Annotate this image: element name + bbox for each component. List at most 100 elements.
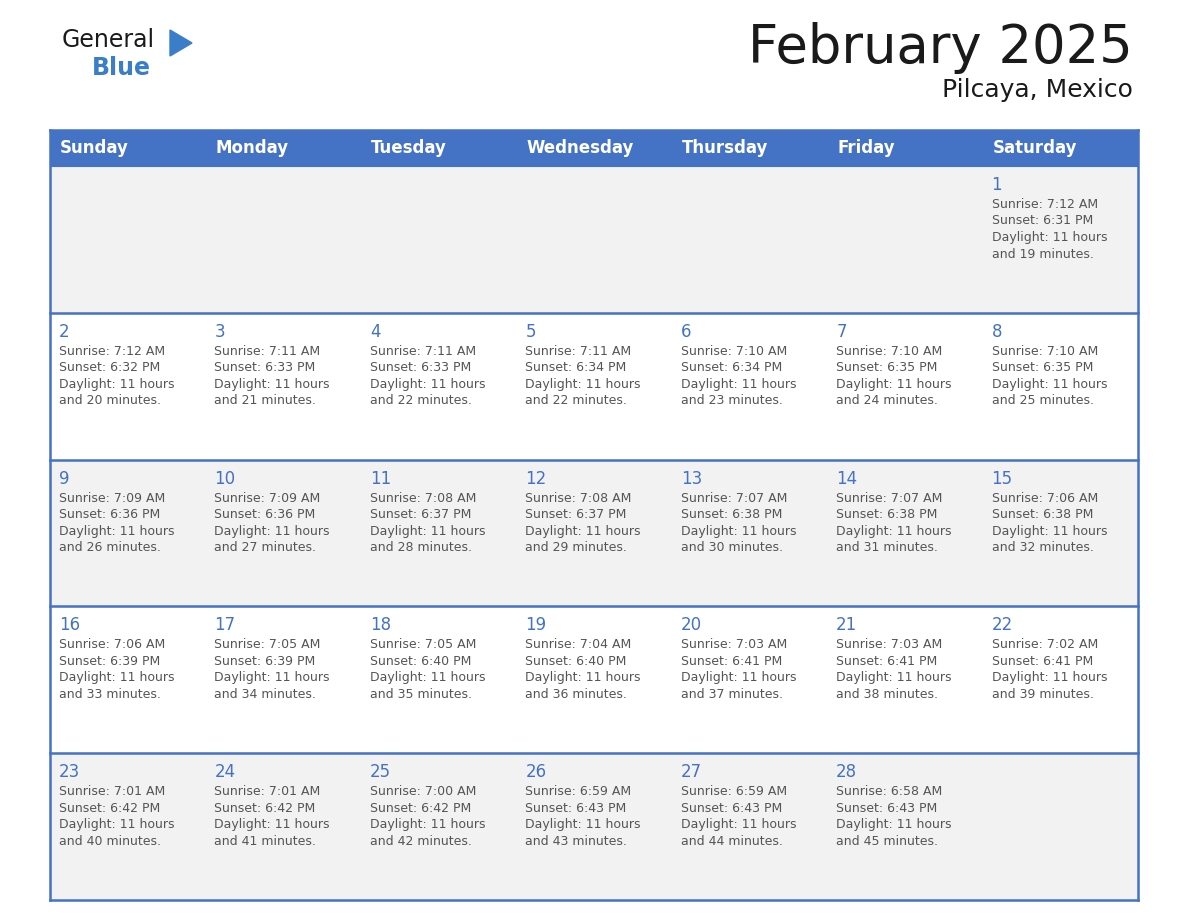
Text: Sunrise: 7:11 AM: Sunrise: 7:11 AM <box>214 345 321 358</box>
Text: Friday: Friday <box>838 139 895 157</box>
Text: Daylight: 11 hours: Daylight: 11 hours <box>214 818 330 831</box>
Text: and 22 minutes.: and 22 minutes. <box>525 395 627 408</box>
Text: Daylight: 11 hours: Daylight: 11 hours <box>992 671 1107 685</box>
Text: and 20 minutes.: and 20 minutes. <box>59 395 162 408</box>
Text: 6: 6 <box>681 323 691 341</box>
Text: and 45 minutes.: and 45 minutes. <box>836 834 939 847</box>
Text: and 23 minutes.: and 23 minutes. <box>681 395 783 408</box>
Text: 25: 25 <box>369 763 391 781</box>
Text: 19: 19 <box>525 616 546 634</box>
Text: and 24 minutes.: and 24 minutes. <box>836 395 939 408</box>
Text: Daylight: 11 hours: Daylight: 11 hours <box>836 524 952 538</box>
Text: 20: 20 <box>681 616 702 634</box>
Text: Sunset: 6:41 PM: Sunset: 6:41 PM <box>681 655 782 668</box>
Text: and 32 minutes.: and 32 minutes. <box>992 541 1093 554</box>
Text: 22: 22 <box>992 616 1013 634</box>
Text: Daylight: 11 hours: Daylight: 11 hours <box>525 671 640 685</box>
Text: Sunset: 6:42 PM: Sunset: 6:42 PM <box>59 801 160 814</box>
Text: 1: 1 <box>992 176 1003 194</box>
Text: Sunset: 6:34 PM: Sunset: 6:34 PM <box>681 362 782 375</box>
Text: Sunrise: 7:11 AM: Sunrise: 7:11 AM <box>369 345 476 358</box>
Text: Thursday: Thursday <box>682 139 769 157</box>
Text: Sunset: 6:36 PM: Sunset: 6:36 PM <box>214 508 316 521</box>
Text: and 29 minutes.: and 29 minutes. <box>525 541 627 554</box>
Text: 15: 15 <box>992 470 1012 487</box>
Text: 24: 24 <box>214 763 235 781</box>
Text: Sunrise: 7:00 AM: Sunrise: 7:00 AM <box>369 785 476 798</box>
Text: and 31 minutes.: and 31 minutes. <box>836 541 939 554</box>
Text: Sunrise: 7:02 AM: Sunrise: 7:02 AM <box>992 638 1098 652</box>
Text: Sunrise: 7:07 AM: Sunrise: 7:07 AM <box>681 492 788 505</box>
Text: February 2025: February 2025 <box>748 22 1133 74</box>
Text: Sunset: 6:32 PM: Sunset: 6:32 PM <box>59 362 160 375</box>
Text: 13: 13 <box>681 470 702 487</box>
Text: and 35 minutes.: and 35 minutes. <box>369 688 472 701</box>
Text: Sunrise: 7:12 AM: Sunrise: 7:12 AM <box>59 345 165 358</box>
Bar <box>50 166 1138 313</box>
Text: Daylight: 11 hours: Daylight: 11 hours <box>681 671 796 685</box>
Text: and 19 minutes.: and 19 minutes. <box>992 248 1093 261</box>
Text: Sunrise: 7:10 AM: Sunrise: 7:10 AM <box>681 345 786 358</box>
Text: 12: 12 <box>525 470 546 487</box>
Text: Daylight: 11 hours: Daylight: 11 hours <box>681 378 796 391</box>
Text: Sunset: 6:39 PM: Sunset: 6:39 PM <box>214 655 316 668</box>
Text: Daylight: 11 hours: Daylight: 11 hours <box>369 671 486 685</box>
Text: Sunset: 6:40 PM: Sunset: 6:40 PM <box>525 655 626 668</box>
Text: Sunrise: 6:59 AM: Sunrise: 6:59 AM <box>525 785 631 798</box>
Text: and 25 minutes.: and 25 minutes. <box>992 395 1094 408</box>
Text: Sunset: 6:34 PM: Sunset: 6:34 PM <box>525 362 626 375</box>
Text: Sunset: 6:43 PM: Sunset: 6:43 PM <box>525 801 626 814</box>
Text: Blue: Blue <box>91 56 151 80</box>
Text: Daylight: 11 hours: Daylight: 11 hours <box>681 524 796 538</box>
Text: and 22 minutes.: and 22 minutes. <box>369 395 472 408</box>
Text: Daylight: 11 hours: Daylight: 11 hours <box>525 378 640 391</box>
Text: Sunset: 6:36 PM: Sunset: 6:36 PM <box>59 508 160 521</box>
Text: 28: 28 <box>836 763 858 781</box>
Text: Sunset: 6:37 PM: Sunset: 6:37 PM <box>369 508 472 521</box>
Text: and 41 minutes.: and 41 minutes. <box>214 834 316 847</box>
Text: Sunrise: 6:58 AM: Sunrise: 6:58 AM <box>836 785 942 798</box>
Text: 17: 17 <box>214 616 235 634</box>
Text: and 30 minutes.: and 30 minutes. <box>681 541 783 554</box>
Text: Sunrise: 7:12 AM: Sunrise: 7:12 AM <box>992 198 1098 211</box>
Text: Sunrise: 7:07 AM: Sunrise: 7:07 AM <box>836 492 942 505</box>
Text: Sunday: Sunday <box>61 139 128 157</box>
Text: and 36 minutes.: and 36 minutes. <box>525 688 627 701</box>
Text: Daylight: 11 hours: Daylight: 11 hours <box>992 524 1107 538</box>
Text: Sunrise: 7:10 AM: Sunrise: 7:10 AM <box>836 345 942 358</box>
Text: 21: 21 <box>836 616 858 634</box>
Text: and 33 minutes.: and 33 minutes. <box>59 688 160 701</box>
Text: Monday: Monday <box>215 139 289 157</box>
Text: Pilcaya, Mexico: Pilcaya, Mexico <box>942 78 1133 102</box>
Bar <box>50 460 1138 607</box>
Text: and 34 minutes.: and 34 minutes. <box>214 688 316 701</box>
Bar <box>50 130 1138 166</box>
Text: Sunrise: 7:01 AM: Sunrise: 7:01 AM <box>59 785 165 798</box>
Text: Sunset: 6:33 PM: Sunset: 6:33 PM <box>214 362 316 375</box>
Text: Sunrise: 7:05 AM: Sunrise: 7:05 AM <box>214 638 321 652</box>
Text: Daylight: 11 hours: Daylight: 11 hours <box>59 671 175 685</box>
Text: Sunrise: 7:06 AM: Sunrise: 7:06 AM <box>992 492 1098 505</box>
Text: Sunset: 6:43 PM: Sunset: 6:43 PM <box>681 801 782 814</box>
Text: Sunset: 6:31 PM: Sunset: 6:31 PM <box>992 215 1093 228</box>
Text: Daylight: 11 hours: Daylight: 11 hours <box>836 671 952 685</box>
Text: Tuesday: Tuesday <box>371 139 447 157</box>
Text: Sunrise: 6:59 AM: Sunrise: 6:59 AM <box>681 785 786 798</box>
Text: Daylight: 11 hours: Daylight: 11 hours <box>525 818 640 831</box>
Bar <box>50 313 1138 460</box>
Text: Daylight: 11 hours: Daylight: 11 hours <box>836 378 952 391</box>
Text: Sunrise: 7:11 AM: Sunrise: 7:11 AM <box>525 345 631 358</box>
Text: and 21 minutes.: and 21 minutes. <box>214 395 316 408</box>
Text: 3: 3 <box>214 323 225 341</box>
Text: 2: 2 <box>59 323 70 341</box>
Text: 16: 16 <box>59 616 80 634</box>
Text: Sunset: 6:41 PM: Sunset: 6:41 PM <box>836 655 937 668</box>
Text: and 44 minutes.: and 44 minutes. <box>681 834 783 847</box>
Text: and 40 minutes.: and 40 minutes. <box>59 834 162 847</box>
Text: Daylight: 11 hours: Daylight: 11 hours <box>369 818 486 831</box>
Text: Sunrise: 7:01 AM: Sunrise: 7:01 AM <box>214 785 321 798</box>
Text: 5: 5 <box>525 323 536 341</box>
Text: Sunset: 6:41 PM: Sunset: 6:41 PM <box>992 655 1093 668</box>
Text: Sunset: 6:43 PM: Sunset: 6:43 PM <box>836 801 937 814</box>
Bar <box>50 753 1138 900</box>
